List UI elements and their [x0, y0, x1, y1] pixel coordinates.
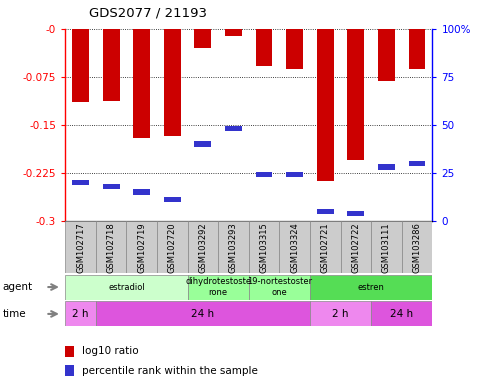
Bar: [218, 221, 249, 273]
Bar: [347, 210, 364, 216]
Bar: [103, 29, 119, 101]
Bar: [195, 29, 211, 48]
Text: estradiol: estradiol: [108, 283, 145, 291]
Bar: [187, 221, 218, 273]
Text: GSM103286: GSM103286: [412, 222, 422, 273]
Text: time: time: [2, 309, 26, 319]
Text: log10 ratio: log10 ratio: [82, 346, 138, 356]
Bar: [256, 172, 272, 177]
Bar: [279, 221, 310, 273]
Bar: [65, 301, 96, 326]
Bar: [310, 275, 432, 300]
Bar: [310, 221, 341, 273]
Bar: [225, 126, 242, 131]
Bar: [409, 161, 426, 166]
Bar: [72, 180, 89, 185]
Text: GDS2077 / 21193: GDS2077 / 21193: [89, 6, 207, 19]
Bar: [157, 221, 187, 273]
Bar: [409, 29, 426, 69]
Text: GSM102722: GSM102722: [351, 222, 360, 273]
Bar: [65, 221, 96, 273]
Bar: [286, 29, 303, 69]
Text: dihydrotestoste
rone: dihydrotestoste rone: [185, 277, 251, 297]
Text: GSM102721: GSM102721: [321, 222, 330, 273]
Text: GSM102718: GSM102718: [107, 222, 115, 273]
Bar: [72, 29, 89, 103]
Bar: [225, 29, 242, 36]
Bar: [378, 29, 395, 81]
Text: 24 h: 24 h: [191, 309, 214, 319]
Bar: [286, 172, 303, 177]
Bar: [256, 29, 272, 66]
Text: agent: agent: [2, 282, 32, 292]
Text: percentile rank within the sample: percentile rank within the sample: [82, 366, 257, 376]
Bar: [164, 29, 181, 136]
Text: GSM103292: GSM103292: [199, 222, 207, 273]
Bar: [378, 164, 395, 170]
Text: GSM102719: GSM102719: [137, 222, 146, 273]
Text: estren: estren: [358, 283, 384, 291]
Bar: [317, 209, 334, 214]
Bar: [133, 189, 150, 195]
Text: GSM102717: GSM102717: [76, 222, 85, 273]
Bar: [65, 346, 74, 357]
Bar: [371, 301, 432, 326]
Text: GSM103324: GSM103324: [290, 222, 299, 273]
Bar: [103, 184, 119, 189]
Bar: [317, 29, 334, 181]
Bar: [127, 221, 157, 273]
Text: 24 h: 24 h: [390, 309, 413, 319]
Text: GSM102720: GSM102720: [168, 222, 177, 273]
Bar: [65, 365, 74, 376]
Bar: [249, 221, 279, 273]
Text: 2 h: 2 h: [332, 309, 349, 319]
Bar: [96, 301, 310, 326]
Text: GSM103111: GSM103111: [382, 222, 391, 273]
Bar: [164, 197, 181, 202]
Bar: [347, 29, 364, 160]
Bar: [65, 275, 187, 300]
Text: 2 h: 2 h: [72, 309, 89, 319]
Bar: [96, 221, 127, 273]
Bar: [187, 275, 249, 300]
Bar: [133, 29, 150, 137]
Bar: [310, 301, 371, 326]
Bar: [371, 221, 402, 273]
Bar: [249, 275, 310, 300]
Bar: [402, 221, 432, 273]
Text: GSM103293: GSM103293: [229, 222, 238, 273]
Bar: [341, 221, 371, 273]
Text: GSM103315: GSM103315: [259, 222, 269, 273]
Text: 19-nortestoster
one: 19-nortestoster one: [247, 277, 312, 297]
Bar: [195, 141, 211, 147]
